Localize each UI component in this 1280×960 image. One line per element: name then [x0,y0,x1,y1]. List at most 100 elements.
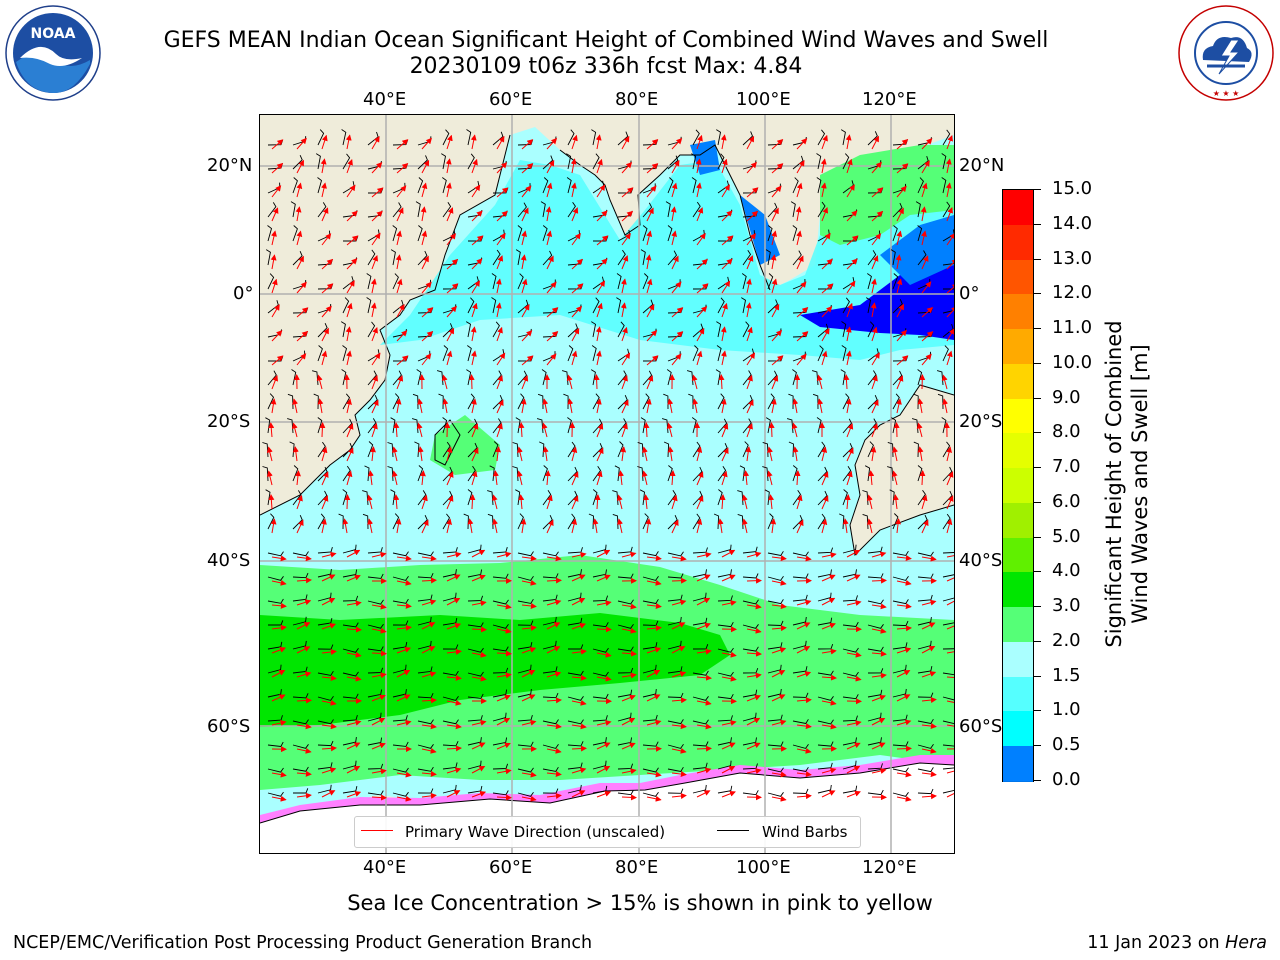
wave-direction-arrow [421,307,434,318]
wind-barb [767,664,782,674]
wind-barb [442,592,457,602]
wind-barb [542,616,557,626]
wave-direction-arrow [521,771,537,778]
wave-direction-arrow [896,603,912,610]
wave-direction-arrow [921,555,937,562]
wave-direction-arrow [421,792,437,799]
wind-barb [267,393,275,410]
wave-direction-arrow [896,670,911,678]
wind-barb [889,489,895,506]
wave-direction-arrow [271,355,284,366]
wind-barb [742,546,758,554]
wave-direction-arrow [692,398,699,414]
wave-direction-arrow [721,258,733,270]
wind-barb [817,617,833,626]
wave-direction-arrow [596,790,612,798]
wave-direction-arrow [271,720,287,726]
wind-barb [592,393,600,410]
wave-direction-arrow [921,353,932,366]
wave-direction-arrow [495,278,502,294]
wave-direction-arrow [696,745,712,752]
wind-barb [817,441,826,458]
wind-barb [539,441,545,458]
wave-direction-arrow [471,651,487,658]
wave-direction-arrow [321,471,329,486]
wave-direction-arrow [771,625,787,632]
wave-direction-arrow [691,374,698,390]
wind-barb [767,225,773,242]
wave-direction-arrow [346,651,362,658]
wave-direction-arrow [492,518,499,534]
wind-barb [315,153,321,170]
wave-direction-arrow [845,398,852,414]
wind-barb [417,177,424,194]
wave-direction-arrow [746,210,759,222]
wind-barb [890,249,896,266]
wave-direction-arrow [946,206,953,222]
wave-direction-arrow [521,304,530,318]
wind-barb [292,616,307,626]
wave-direction-arrow [721,549,736,558]
wave-direction-arrow [621,135,630,150]
wind-barb [717,393,725,410]
wave-direction-arrow [921,697,937,704]
wave-direction-arrow [671,159,680,174]
wind-barb [692,784,707,794]
wind-barb [467,489,473,506]
wave-direction-arrow [896,625,912,632]
wave-direction-arrow [771,694,786,702]
wave-direction-arrow [821,258,833,270]
grid-lines [260,115,954,853]
wave-direction-arrow [921,771,937,778]
wave-direction-arrow [496,210,508,222]
credit-host: Hera [1225,933,1267,953]
wind-barb [466,129,472,146]
wind-barb [842,621,859,627]
wind-barb [716,345,722,362]
wave-direction-arrow [396,771,412,778]
wave-direction-arrow [346,302,353,318]
wave-direction-arrow [720,350,727,366]
wind-barb [591,345,597,362]
wind-barb [267,513,275,530]
wave-direction-arrow [696,699,712,706]
wave-direction-arrow [446,207,454,222]
wind-barb [517,664,532,674]
wind-barb [592,760,607,770]
wave-direction-arrow [596,675,612,682]
wave-direction-arrow [271,624,287,631]
wave-direction-arrow [446,574,461,582]
wave-direction-arrow [892,494,899,510]
wave-direction-arrow [617,518,623,534]
wave-direction-arrow [746,422,753,438]
wave-direction-arrow [821,518,828,534]
wave-direction-arrow [471,791,487,798]
wave-direction-arrow [396,330,408,342]
wave-direction-arrow [921,281,932,294]
wind-barb [842,694,859,700]
wave-direction-arrow [721,766,736,774]
wave-direction-arrow [496,694,511,702]
wind-barb [317,441,326,458]
lat-label-left-20s: 20°S [207,411,251,432]
wind-barb [942,129,951,146]
wave-direction-arrow [417,398,424,414]
wave-direction-arrow [571,350,578,366]
wind-barb [617,441,624,458]
wave-direction-arrow [396,185,407,198]
wave-direction-arrow [720,398,727,414]
wind-barb [442,177,447,194]
wind-barb [691,417,697,434]
colorbar-tick [1034,223,1041,225]
colorbar-title-line2: Wind Waves and Swell [m] [1128,344,1152,624]
wind-barb [716,129,722,146]
wind-barb [591,321,597,338]
wind-barb [915,201,921,218]
wave-direction-arrow [646,329,658,342]
wave-direction-arrow [771,719,787,726]
wind-barb [642,273,649,290]
wave-direction-arrow [695,182,702,198]
wave-direction-arrow [271,207,279,222]
wave-direction-arrow [742,518,748,534]
lat-label-left-0: 0° [233,283,254,304]
